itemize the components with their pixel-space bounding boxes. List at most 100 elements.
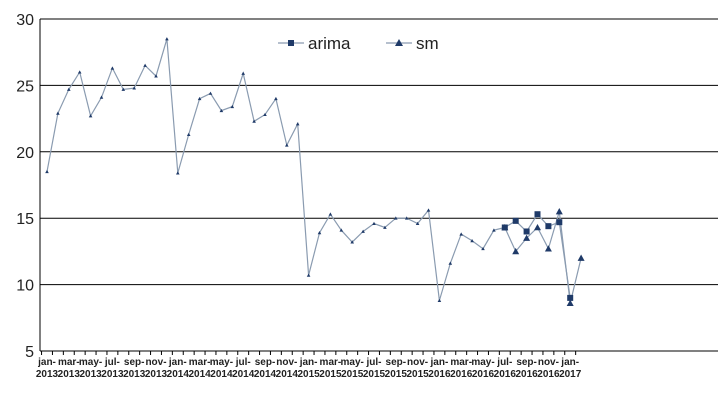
x-tick-label-year: 2016 <box>450 369 473 380</box>
point-sm <box>394 216 398 220</box>
point-sm <box>230 104 235 109</box>
point-sm <box>350 240 354 244</box>
point-sm <box>512 247 520 255</box>
point-sm <box>285 143 289 147</box>
point-sm <box>219 108 224 113</box>
x-tick-label: jan- <box>168 357 187 368</box>
legend-label: sm <box>416 34 439 53</box>
point-sm <box>121 87 126 91</box>
x-tick-label-year: 2014 <box>254 369 277 380</box>
x-tick-label-year: 2015 <box>363 369 386 380</box>
point-sm <box>566 299 574 306</box>
series-lines <box>46 38 582 304</box>
point-sm <box>110 66 115 70</box>
point-sm <box>252 119 256 123</box>
point-sm <box>426 208 431 212</box>
point-sm <box>77 70 82 74</box>
legend-label: arima <box>308 34 351 53</box>
point-sm <box>88 114 93 118</box>
point-sm <box>263 112 267 117</box>
x-tick-label: sep- <box>124 357 145 368</box>
point-arima <box>534 211 541 218</box>
point-sm <box>459 232 463 236</box>
x-tick-label: sep- <box>386 357 407 368</box>
legend: arima sm <box>278 34 439 53</box>
x-tick-label-year: 2016 <box>515 369 538 380</box>
point-sm <box>361 229 365 233</box>
x-tick-label: may- <box>471 357 494 368</box>
x-tick-label-year: 2013 <box>58 369 81 380</box>
x-tick-label-year: 2015 <box>341 369 364 380</box>
point-sm <box>176 171 180 175</box>
x-tick-label: nov- <box>145 357 166 368</box>
x-tick-label: may- <box>79 357 102 368</box>
point-sm <box>67 87 71 91</box>
x-tick-label-year: 2016 <box>494 369 517 380</box>
series-markers <box>45 37 585 306</box>
point-sm <box>328 212 333 216</box>
x-tick-label-year: 2016 <box>472 369 495 380</box>
point-sm <box>481 246 485 251</box>
point-sm <box>415 221 420 225</box>
x-tick-label: nov- <box>407 357 428 368</box>
x-tick-label: jan- <box>430 357 449 368</box>
point-sm <box>241 71 245 75</box>
point-sm <box>339 228 344 232</box>
point-sm <box>523 234 531 241</box>
x-tick-label-year: 2015 <box>385 369 408 380</box>
point-sm <box>372 221 376 225</box>
x-tick-label: mar- <box>450 357 472 368</box>
point-sm <box>132 86 136 90</box>
x-tick-label-year: 2014 <box>188 369 211 380</box>
x-tick-label: jul- <box>366 357 382 368</box>
point-sm <box>555 208 563 215</box>
y-tick-label: 30 <box>16 12 34 29</box>
x-tick-label-year: 2016 <box>428 369 451 380</box>
x-tick-label-year: 2013 <box>36 369 59 380</box>
point-sm <box>208 91 213 95</box>
x-tick-label-year: 2013 <box>145 369 168 380</box>
point-sm <box>383 225 387 229</box>
x-tick-label-year: 2015 <box>319 369 342 380</box>
x-tick-label: jan- <box>299 357 318 368</box>
x-tick-label-year: 2013 <box>101 369 124 380</box>
x-tick-label-year: 2016 <box>537 369 560 380</box>
point-sm <box>317 231 322 235</box>
point-sm <box>143 63 147 67</box>
point-sm <box>274 96 278 101</box>
x-tick-label: jan- <box>560 357 579 368</box>
x-tick-label: mar- <box>320 357 342 368</box>
point-sm <box>99 95 104 99</box>
point-sm <box>437 298 442 302</box>
point-sm <box>544 245 552 252</box>
x-tick-label: may- <box>341 357 364 368</box>
point-sm <box>56 111 60 115</box>
legend-swatch-marker <box>288 40 294 46</box>
x-tick-label: mar- <box>58 357 80 368</box>
point-sm <box>577 254 585 261</box>
point-sm <box>295 122 300 126</box>
x-tick-label-year: 2014 <box>276 369 299 380</box>
point-sm <box>534 223 541 231</box>
legend-swatch-marker <box>395 39 403 46</box>
x-tick-label: mar- <box>189 357 211 368</box>
x-tick-label-year: 2015 <box>297 369 320 380</box>
point-arima <box>567 294 574 301</box>
x-tick-label-year: 2014 <box>210 369 233 380</box>
x-tick-label-year: 2015 <box>406 369 429 380</box>
y-tick-label: 10 <box>16 278 34 295</box>
point-sm <box>492 228 496 232</box>
x-tick-label: may- <box>210 357 233 368</box>
point-arima <box>501 224 508 231</box>
x-tick-label: sep- <box>255 357 276 368</box>
point-sm <box>45 169 49 174</box>
y-tick-label: 15 <box>16 211 34 228</box>
series-line-sm <box>46 38 582 304</box>
point-sm <box>306 273 311 277</box>
point-arima <box>523 228 530 235</box>
x-tick-label: jul- <box>496 357 512 368</box>
point-sm <box>448 261 453 265</box>
x-tick-label-year: 2014 <box>167 369 190 380</box>
